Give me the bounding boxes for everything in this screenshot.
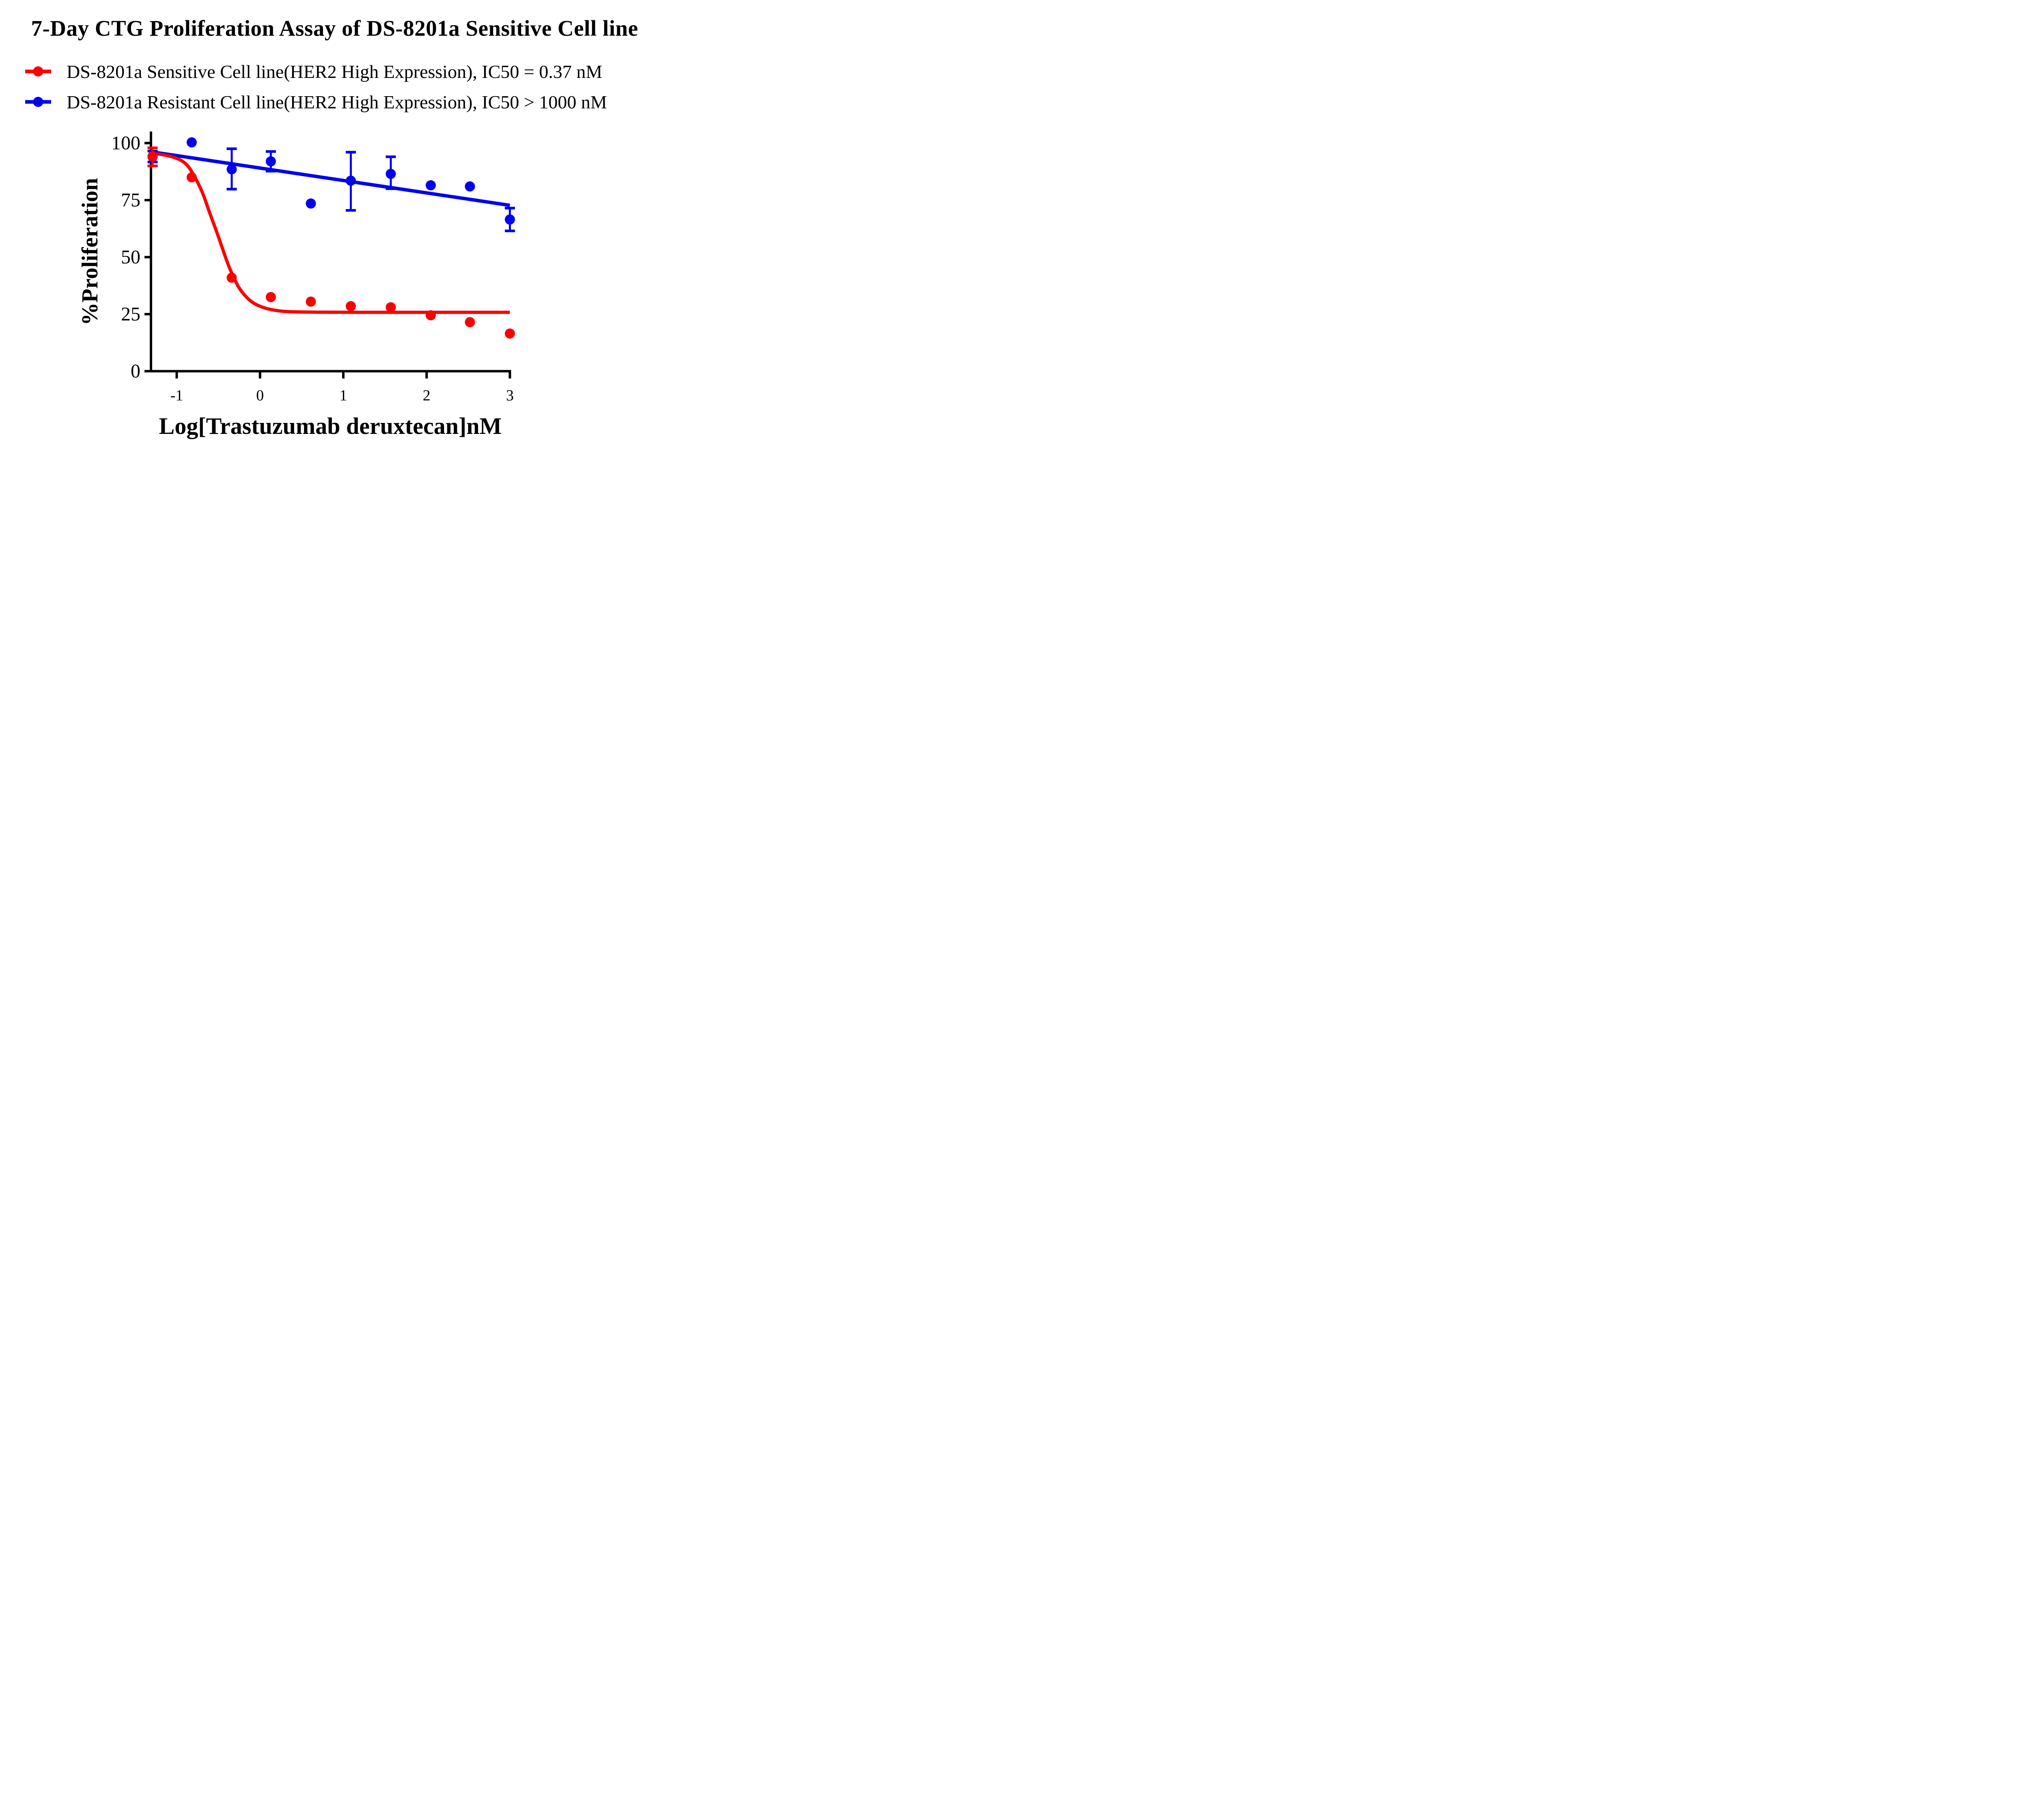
- chart-canvas: 0 25 50 75 100 -1 0 1 2 3: [111, 132, 515, 404]
- legend-key-resistant: [25, 96, 51, 108]
- data-point: [346, 301, 356, 311]
- data-point: [505, 328, 515, 339]
- data-point: [306, 198, 316, 209]
- legend-dot-red-icon: [33, 66, 43, 77]
- data-point: [346, 175, 356, 186]
- legend-item-resistant: DS-8201a Resistant Cell line(HER2 High E…: [25, 90, 607, 114]
- figure-root: 7-Day CTG Proliferation Assay of DS-8201…: [0, 0, 669, 455]
- data-point: [386, 302, 396, 313]
- data-point: [186, 137, 197, 148]
- data-point: [186, 172, 197, 183]
- data-point: [465, 181, 475, 192]
- y-tick-label: 75: [121, 190, 140, 211]
- data-point: [226, 164, 237, 175]
- data-point: [265, 156, 276, 166]
- legend-key-sensitive: [25, 65, 51, 78]
- y-tick-label: 50: [121, 246, 140, 268]
- data-point: [265, 292, 276, 302]
- legend: DS-8201a Sensitive Cell line(HER2 High E…: [25, 59, 607, 120]
- data-point: [505, 214, 515, 225]
- series-sensitive: [147, 147, 515, 339]
- series-resistant-trend-line: [151, 150, 510, 207]
- data-point: [226, 272, 237, 283]
- chart-title: 7-Day CTG Proliferation Assay of DS-8201…: [31, 16, 638, 41]
- x-tick-label: 1: [340, 387, 347, 404]
- series-resistant: [147, 137, 515, 233]
- data-point: [426, 310, 436, 321]
- data-point: [386, 168, 396, 179]
- x-tick-label: 3: [506, 387, 514, 404]
- legend-dot-blue-icon: [33, 97, 43, 107]
- x-tick-label: -1: [170, 387, 183, 404]
- y-tick-label: 0: [131, 360, 140, 382]
- y-tick-label: 25: [121, 304, 140, 325]
- data-point: [426, 180, 436, 190]
- x-tick-label: 0: [256, 387, 264, 404]
- legend-label-sensitive: DS-8201a Sensitive Cell line(HER2 High E…: [67, 61, 603, 82]
- data-point: [465, 317, 475, 328]
- legend-label-resistant: DS-8201a Resistant Cell line(HER2 High E…: [67, 91, 607, 112]
- x-tick-label: 2: [423, 387, 431, 404]
- x-axis-title: Log[Trastuzumab deruxtecan]nM: [159, 413, 502, 439]
- y-tick-label: 100: [111, 132, 140, 154]
- data-point: [147, 151, 158, 162]
- legend-item-sensitive: DS-8201a Sensitive Cell line(HER2 High E…: [25, 59, 607, 84]
- data-point: [306, 296, 316, 307]
